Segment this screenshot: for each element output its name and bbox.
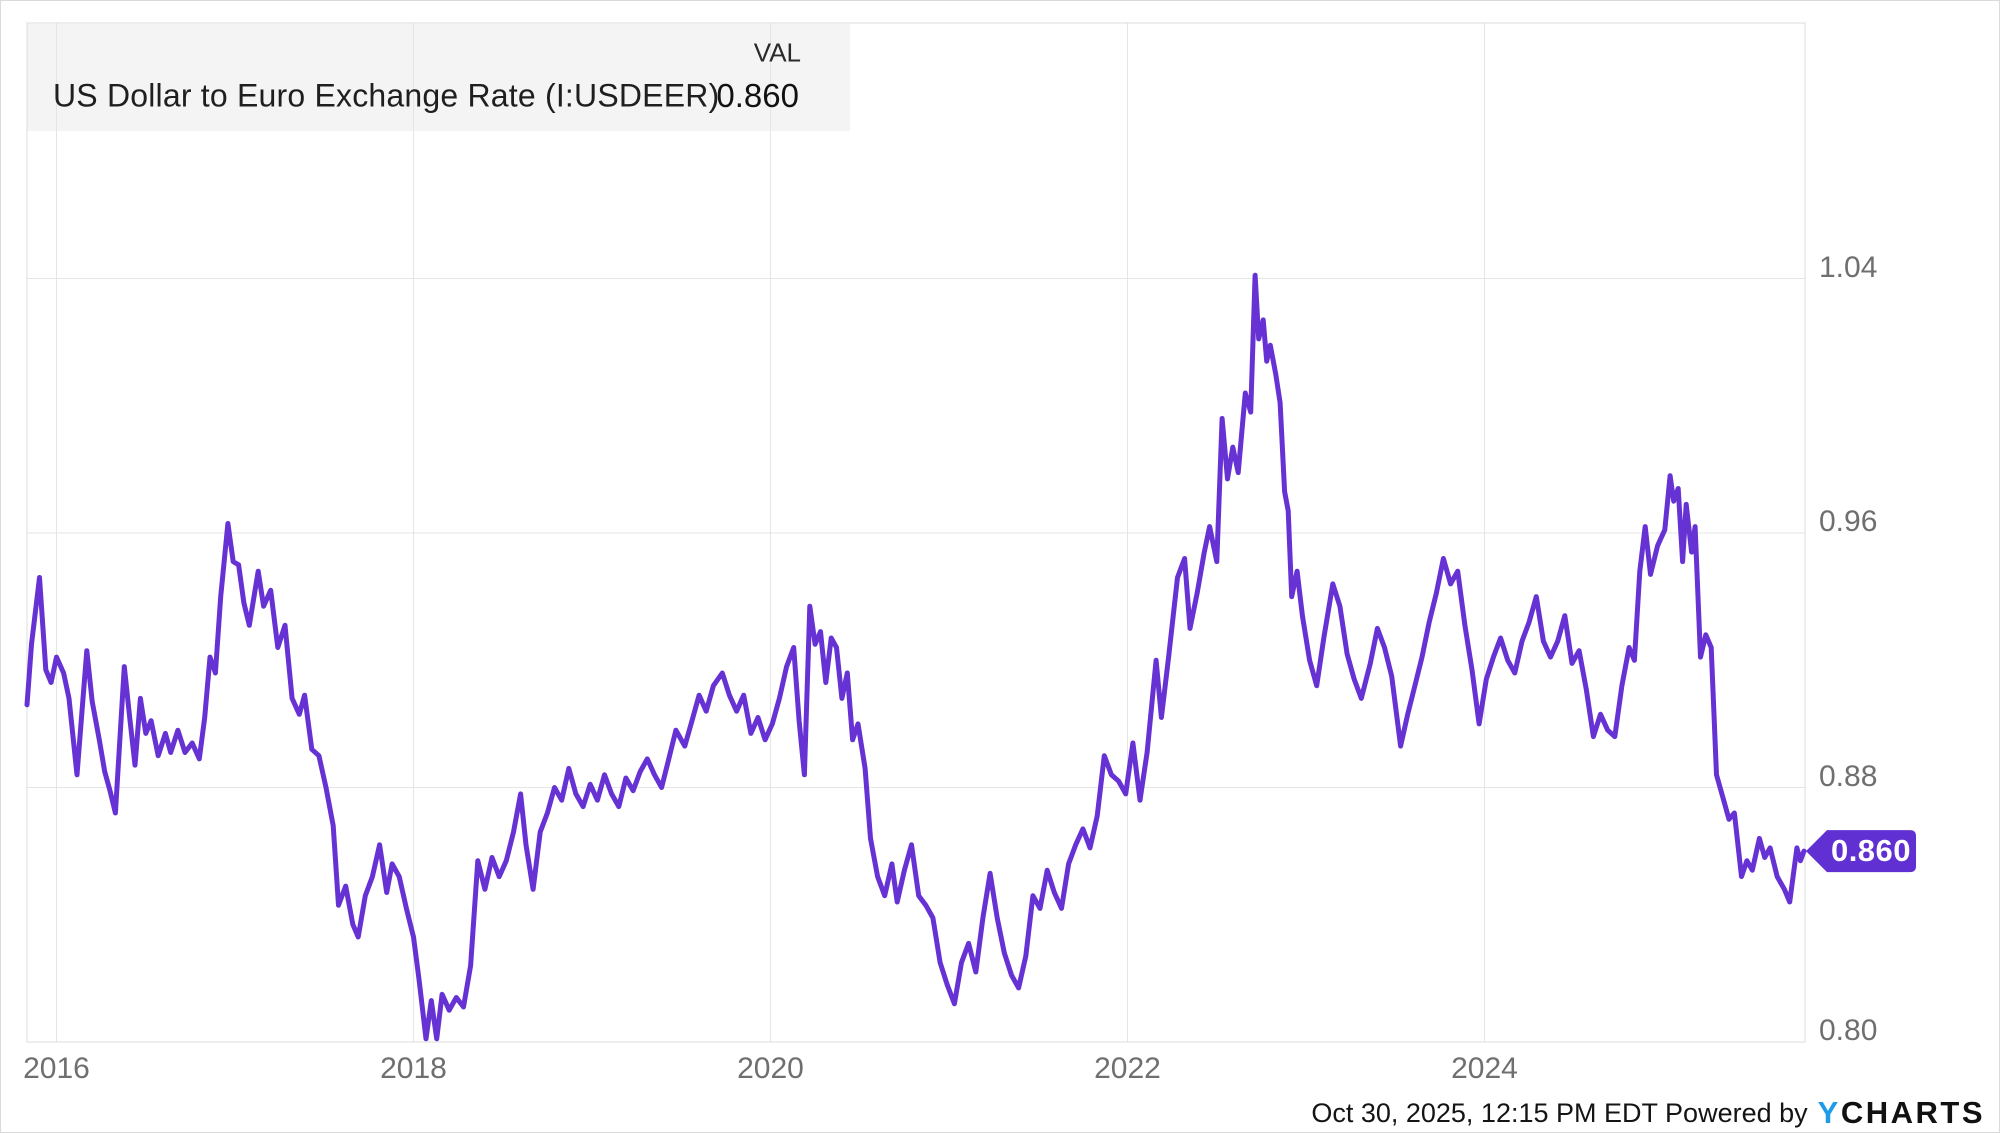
plot-border [26, 22, 1806, 1043]
last-value-badge [1806, 830, 1917, 873]
exchange-rate-line-series[interactable] [24, 272, 1807, 1042]
legend-background [27, 24, 850, 131]
